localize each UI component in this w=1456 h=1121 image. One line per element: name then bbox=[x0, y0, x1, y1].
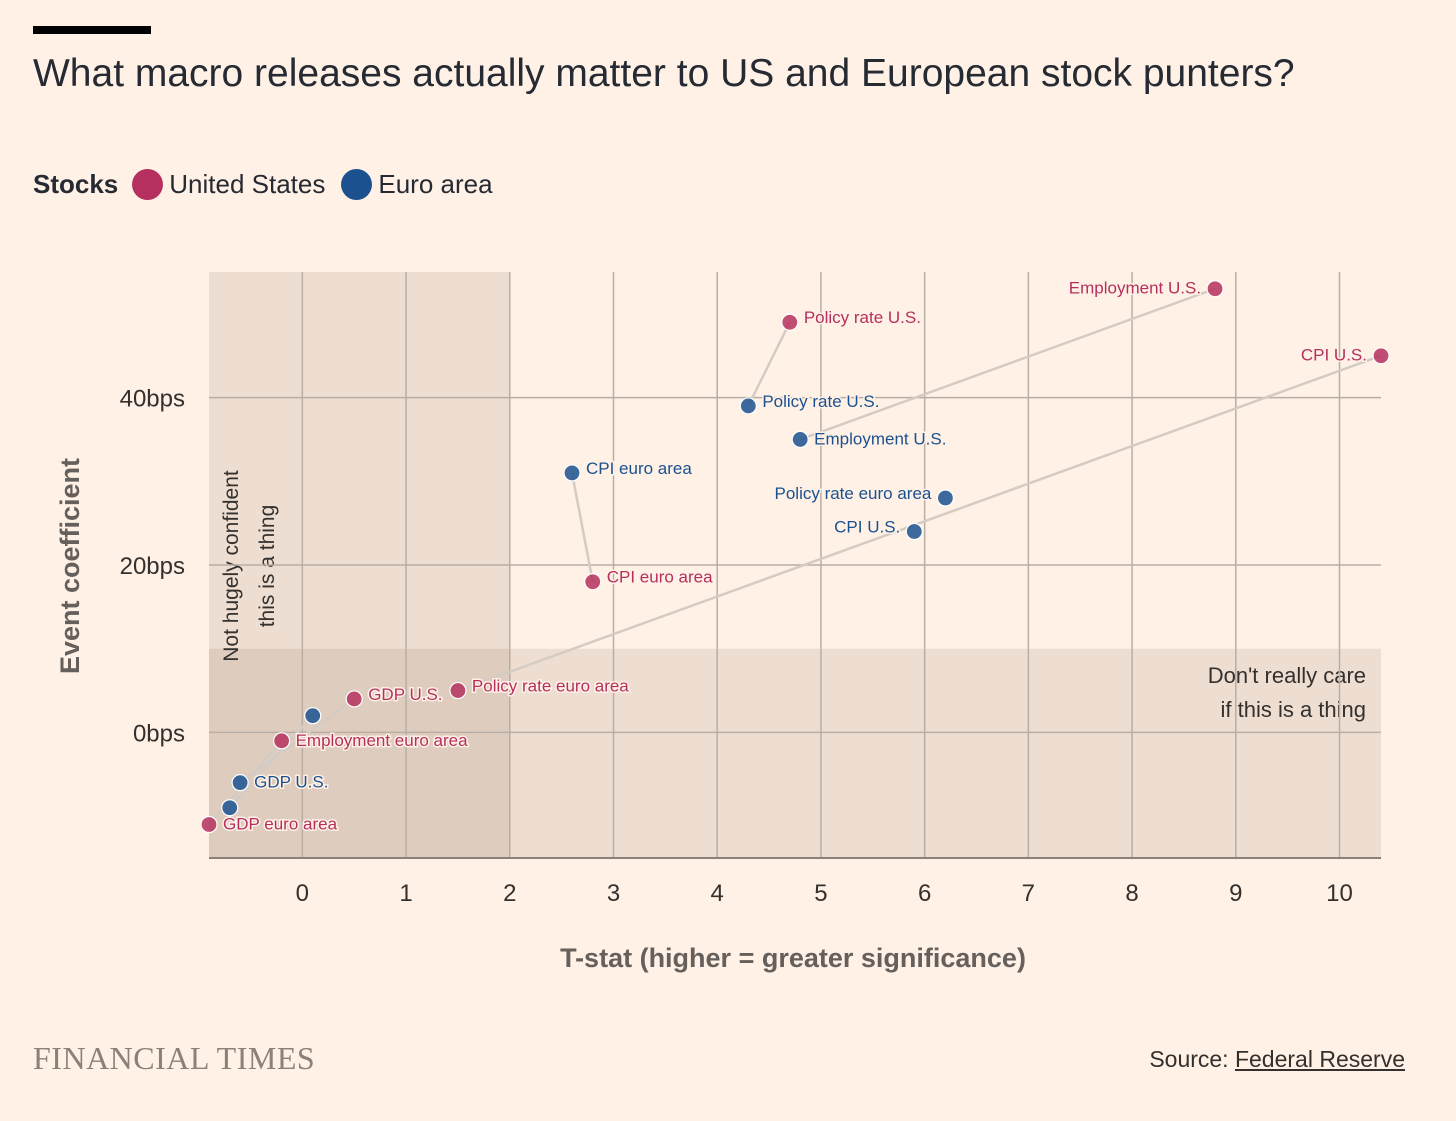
x-tick-label: 5 bbox=[814, 880, 827, 907]
source-link[interactable]: Federal Reserve bbox=[1234, 1046, 1405, 1072]
point-euro-area[interactable] bbox=[739, 397, 757, 415]
point-labels: Employment U.S. Policy rate U.S. CPI U.S. C… bbox=[222, 277, 1369, 835]
point-label-euro-area: Employment U.S. bbox=[814, 429, 946, 448]
axes: 0 1 2 3 4 5 6 7 8 9 10 0bps 20bps 40bps bbox=[120, 386, 1381, 907]
header-rule bbox=[33, 26, 151, 34]
point-label-united-states: GDP euro area bbox=[223, 815, 338, 834]
y-axis-label: Event coefficient bbox=[55, 458, 85, 674]
chart-title: What macro releases actually matter to U… bbox=[33, 52, 1295, 95]
x-tick-label: 3 bbox=[607, 880, 620, 907]
ft-logo: FINANCIAL TIMES bbox=[33, 1040, 316, 1076]
region-label-line: if this is a thing bbox=[1220, 697, 1366, 722]
point-united-states[interactable] bbox=[200, 815, 218, 834]
connector-line bbox=[799, 287, 1216, 441]
point-euro-area[interactable] bbox=[221, 799, 239, 817]
x-tick-label: 2 bbox=[503, 880, 516, 907]
x-tick-label: 4 bbox=[711, 880, 724, 907]
x-tick-label: 6 bbox=[918, 880, 931, 907]
shaded-region-dont-care bbox=[209, 648, 1381, 858]
point-label-united-states: CPI euro area bbox=[607, 568, 713, 587]
point-label-united-states: Policy rate U.S. bbox=[804, 308, 921, 327]
legend-eu-swatch bbox=[341, 168, 373, 200]
point-euro-area[interactable] bbox=[563, 464, 581, 482]
point-united-states[interactable] bbox=[781, 313, 799, 331]
region-label-line: Don't really care bbox=[1208, 663, 1366, 688]
connector-line bbox=[570, 472, 594, 582]
point-united-states[interactable] bbox=[449, 681, 467, 700]
x-tick-label: 9 bbox=[1229, 880, 1242, 907]
point-label-euro-area: CPI euro area bbox=[586, 459, 692, 478]
point-label-euro-area: Policy rate U.S. bbox=[762, 392, 879, 411]
x-tick-label: 1 bbox=[399, 880, 412, 907]
connectors bbox=[208, 287, 1382, 826]
point-euro-area[interactable] bbox=[304, 707, 322, 725]
legend-us-label: United States bbox=[169, 168, 326, 199]
legend: Stocks United States Euro area bbox=[33, 166, 509, 202]
connector-line bbox=[228, 714, 314, 809]
x-tick-label: 0 bbox=[296, 880, 309, 907]
shaded-regions: Not hugely confident this is a thing Don't… bbox=[209, 272, 1381, 858]
point-united-states[interactable] bbox=[1206, 280, 1224, 298]
point-label-united-states: Employment euro area bbox=[296, 731, 469, 750]
x-tick-label: 10 bbox=[1326, 880, 1353, 907]
source-note: Source: Federal Reserve bbox=[1149, 1046, 1405, 1073]
legend-eu-label: Euro area bbox=[378, 168, 493, 199]
point-label-united-states: CPI U.S. bbox=[1301, 346, 1367, 365]
x-axis-label: T-stat (higher = greater significance) bbox=[560, 943, 1026, 973]
legend-us-swatch bbox=[132, 168, 164, 200]
source-prefix: Source: bbox=[1149, 1046, 1235, 1072]
point-label-euro-area: CPI U.S. bbox=[834, 518, 900, 537]
point-united-states[interactable] bbox=[584, 573, 602, 591]
x-tick-label: 7 bbox=[1022, 880, 1035, 907]
point-united-states[interactable] bbox=[273, 732, 291, 750]
point-label-united-states: Policy rate euro area bbox=[472, 677, 629, 696]
points bbox=[200, 280, 1390, 834]
connector-line bbox=[747, 321, 791, 407]
point-euro-area[interactable] bbox=[791, 430, 809, 449]
x-tick-label: 8 bbox=[1125, 880, 1138, 907]
point-united-states[interactable] bbox=[1372, 347, 1390, 365]
point-label-united-states: Employment U.S. bbox=[1069, 279, 1201, 298]
point-label-euro-area: Policy rate euro area bbox=[775, 484, 932, 503]
y-tick-label: 20bps bbox=[120, 553, 185, 580]
region-label-line: this is a thing bbox=[256, 505, 279, 628]
grid bbox=[209, 272, 1381, 858]
point-label-united-states: GDP U.S. bbox=[368, 685, 442, 704]
point-label-euro-area: GDP U.S. bbox=[254, 773, 328, 792]
point-euro-area[interactable] bbox=[936, 489, 954, 507]
y-tick-label: 40bps bbox=[120, 386, 185, 413]
legend-item-eu: Euro area bbox=[341, 168, 493, 200]
connector-line bbox=[457, 354, 1382, 692]
point-euro-area[interactable] bbox=[231, 774, 249, 792]
region-label-low-confidence: Not hugely confident this is a thing bbox=[220, 470, 279, 662]
legend-label: Stocks bbox=[33, 168, 119, 199]
connector-line bbox=[239, 697, 355, 784]
point-euro-area[interactable] bbox=[905, 522, 923, 541]
region-label-line: Not hugely confident bbox=[220, 470, 243, 662]
legend-item-us: United States bbox=[132, 168, 326, 200]
y-tick-label: 0bps bbox=[133, 720, 185, 747]
point-united-states[interactable] bbox=[345, 690, 363, 708]
